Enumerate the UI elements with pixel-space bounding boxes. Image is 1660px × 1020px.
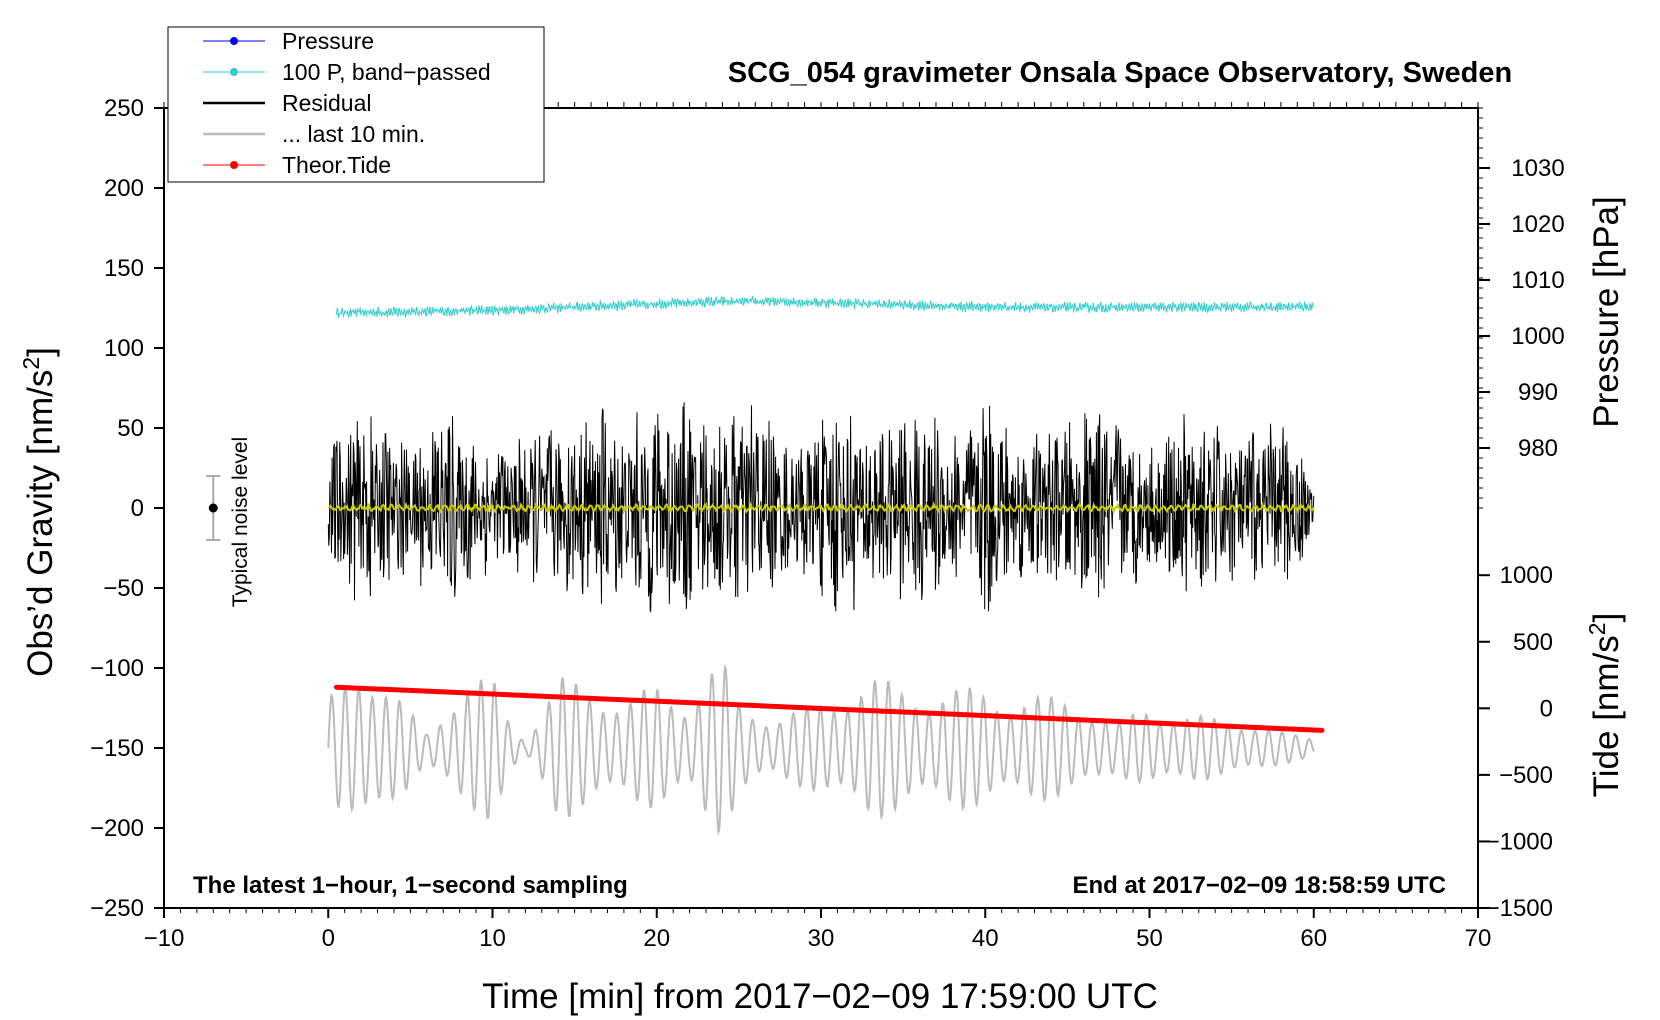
- y-axis-ticks: 250 200 150 100 50 0 −50 −100 −150 −200 −250: [90, 95, 164, 922]
- legend: Pressure 100 P, band−passed Residual ... la…: [167, 26, 545, 183]
- series-layer: [327, 295, 1325, 836]
- x-tick-label-1: 0: [322, 925, 335, 952]
- y-tick-label-4: 50: [117, 415, 144, 442]
- legend-entries: Pressure 100 P, band−passed Residual ... la…: [203, 28, 491, 178]
- legend-label-4: Theor.Tide: [282, 152, 391, 178]
- y-axis-label-main: Obs’d Gravity [nm/s: [21, 370, 60, 677]
- pressure-tick-label-5: 980: [1518, 435, 1558, 462]
- legend-marker-4: [230, 161, 238, 169]
- tide-tick-label-4: −1000: [1486, 828, 1553, 855]
- tide-tick-label-1: 500: [1513, 629, 1553, 656]
- y-tick-label-5: 0: [131, 495, 144, 522]
- y-tick-label-7: −100: [90, 655, 144, 682]
- tide-tick-label-3: −500: [1499, 762, 1553, 789]
- pressure-tick-label-1: 1020: [1511, 211, 1564, 238]
- x-tick-label-6: 50: [1136, 925, 1163, 952]
- legend-box: [167, 26, 545, 183]
- y-axis-label-sup: 2: [18, 357, 44, 370]
- tide-tick-label-0: 1000: [1500, 562, 1553, 589]
- pressure-axis-label: Pressure [hPa]: [1587, 196, 1626, 428]
- y-tick-label-10: −250: [90, 895, 144, 922]
- y-tick-label-0: 250: [104, 95, 144, 122]
- annotation-sampling: The latest 1−hour, 1−second sampling: [193, 872, 628, 899]
- x-tick-label-5: 40: [972, 925, 999, 952]
- tide-tick-label-2: 0: [1540, 695, 1553, 722]
- y-tick-label-6: −50: [103, 575, 144, 602]
- legend-label-3: ... last 10 min.: [282, 121, 425, 147]
- legend-marker-1: [230, 68, 238, 76]
- y-axis-label: Obs’d Gravity [nm/s2]: [18, 347, 60, 677]
- chart-title: SCG_054 gravimeter Onsala Space Observat…: [728, 57, 1512, 89]
- x-tick-label-2: 10: [479, 925, 506, 952]
- tide-axis-ticks: 1000 500 0 −500 −1000 −1500: [1478, 562, 1553, 922]
- x-tick-label-4: 30: [808, 925, 835, 952]
- y-tick-label-2: 150: [104, 255, 144, 282]
- x-axis-label: Time [min] from 2017−02−09 17:59:00 UTC: [482, 977, 1158, 1016]
- tide-axis-label: Tide [nm/s2]: [1584, 613, 1626, 798]
- x-tick-label-8: 70: [1465, 925, 1492, 952]
- y-tick-label-9: −200: [90, 815, 144, 842]
- legend-label-0: Pressure: [282, 28, 374, 54]
- noise-center-dot: [208, 503, 218, 513]
- series-residual-lowpass: [327, 500, 1315, 515]
- y-axis-label-close: ]: [21, 347, 60, 357]
- legend-marker-0: [230, 37, 238, 45]
- x-axis-ticks: −10 0 10 20 30 40 50 60 70: [144, 908, 1492, 952]
- series-residual: [327, 402, 1315, 613]
- y-tick-label-3: 100: [104, 335, 144, 362]
- y-tick-label-8: −150: [90, 735, 144, 762]
- annotation-end-time: End at 2017−02−09 18:58:59 UTC: [1072, 872, 1446, 899]
- x-tick-label-0: −10: [144, 925, 185, 952]
- series-pressure-bandpassed: [336, 295, 1314, 319]
- noise-label: Typical noise level: [229, 437, 252, 607]
- pressure-axis-ticks: 1030 1020 1010 1000 990 980: [1478, 155, 1565, 462]
- x-tick-label-3: 20: [643, 925, 670, 952]
- tide-axis-label-sup: 2: [1584, 622, 1610, 635]
- pressure-tick-label-2: 1010: [1511, 267, 1564, 294]
- pressure-tick-label-3: 1000: [1511, 323, 1564, 350]
- series-theor-tide: [333, 684, 1325, 733]
- pressure-tick-label-4: 990: [1518, 379, 1558, 406]
- legend-label-1: 100 P, band−passed: [282, 59, 491, 85]
- minor-ticks: [163, 102, 1483, 913]
- legend-label-2: Residual: [282, 90, 372, 116]
- noise-marker: Typical noise level: [206, 437, 252, 607]
- pressure-tick-label-0: 1030: [1511, 155, 1564, 182]
- tide-axis-label-main: Tide [nm/s: [1587, 635, 1626, 797]
- y-tick-label-1: 200: [104, 175, 144, 202]
- tide-tick-label-5: −1500: [1486, 895, 1553, 922]
- x-tick-label-7: 60: [1300, 925, 1327, 952]
- tide-axis-label-close: ]: [1587, 613, 1626, 623]
